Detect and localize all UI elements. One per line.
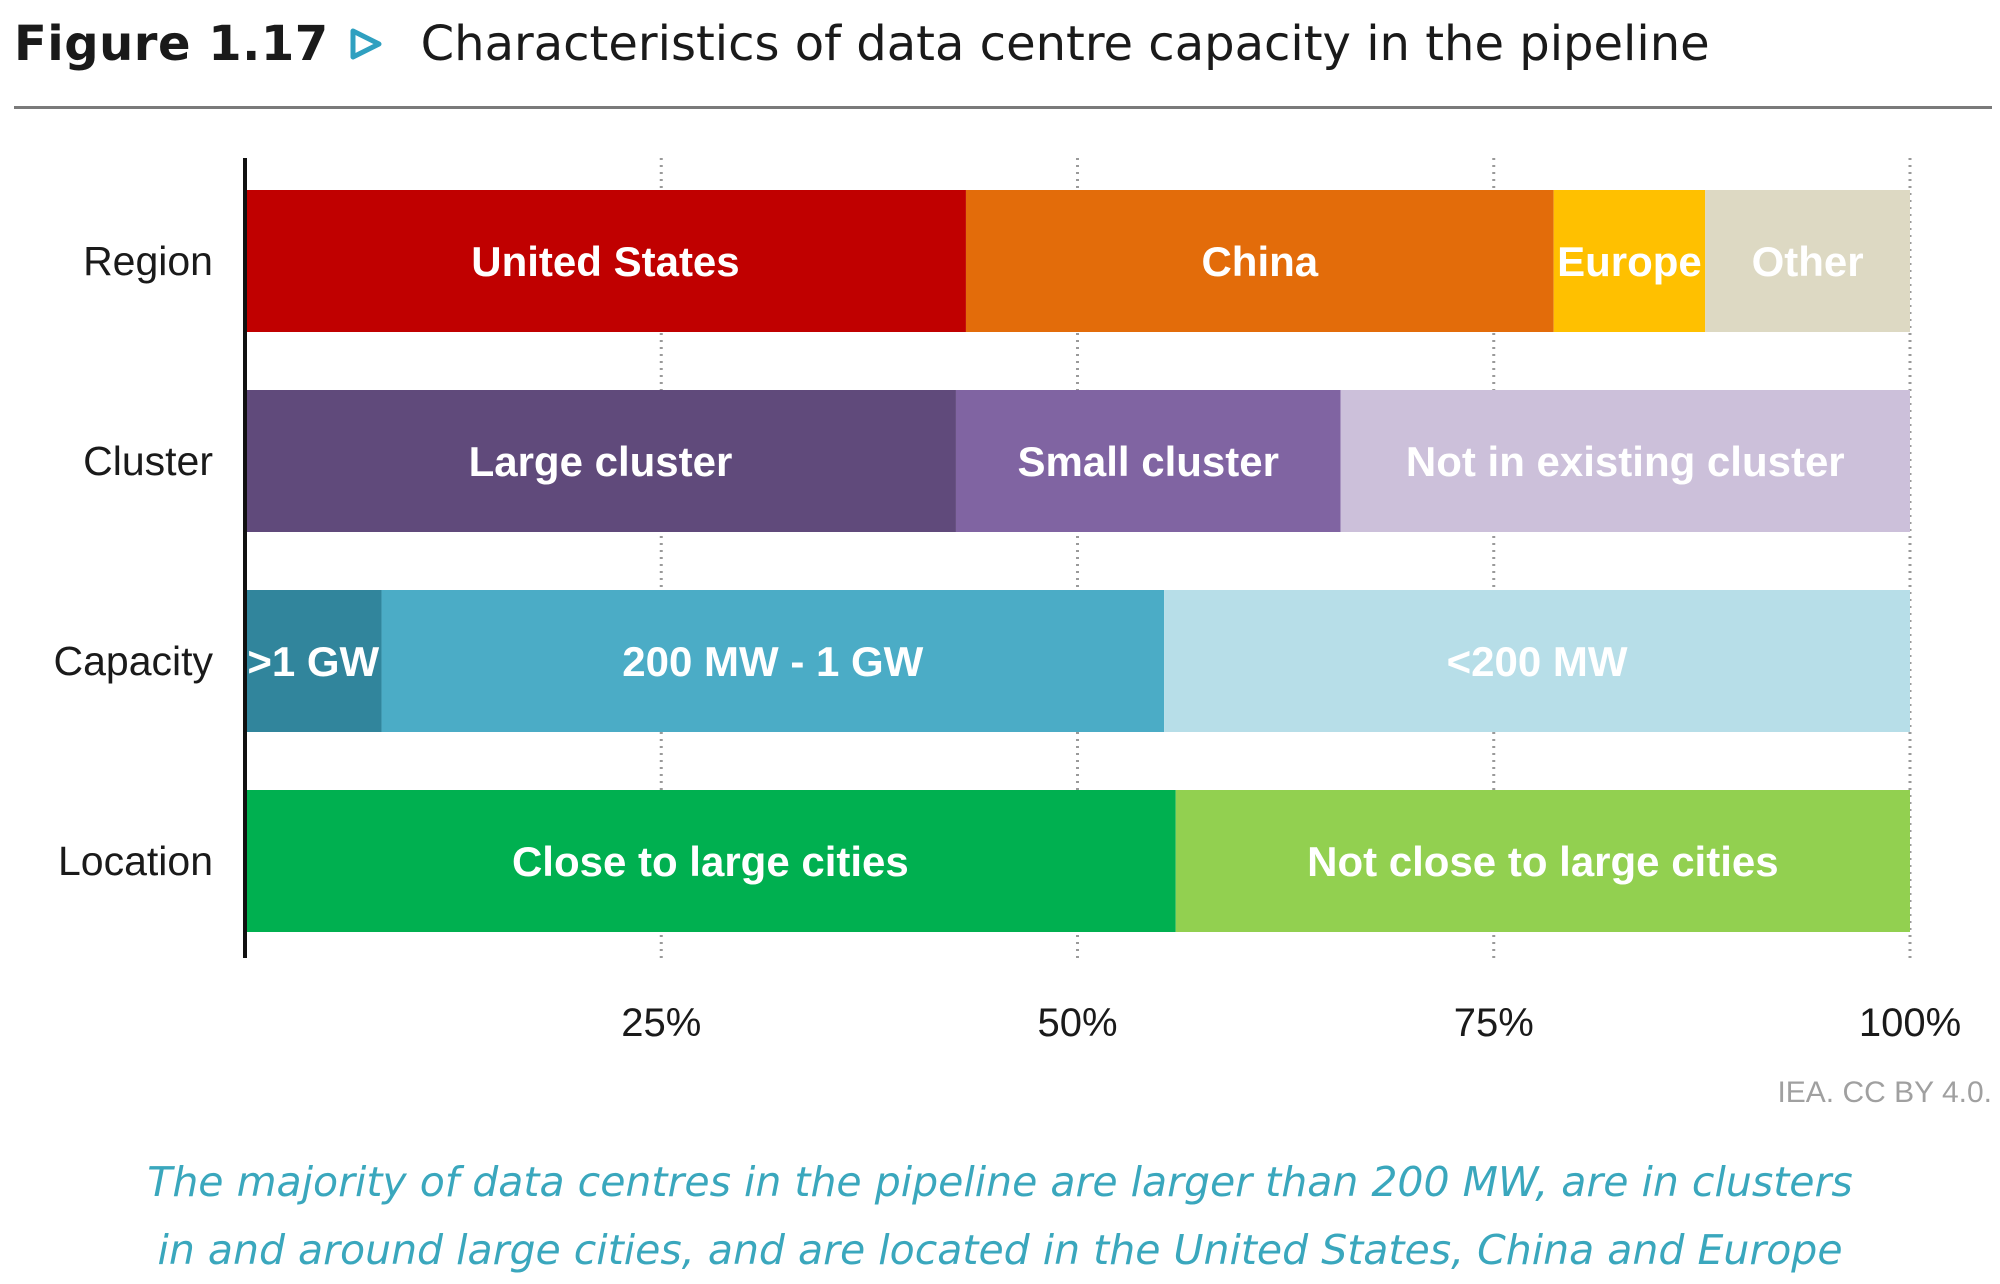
figure-title: Characteristics of data centre capacity … [420, 16, 1710, 72]
bar-segment [1164, 590, 1910, 732]
segment-label: <200 MW [1447, 638, 1628, 685]
bar-segment [245, 390, 956, 532]
x-tick-label: 25% [621, 1001, 701, 1045]
segment-label: 200 MW - 1 GW [622, 638, 923, 685]
bar-segment [245, 190, 966, 332]
x-tick-label: 50% [1037, 1001, 1117, 1045]
segment-label: Close to large cities [512, 838, 909, 885]
segment-label: Large cluster [469, 438, 733, 485]
bar-segment [1340, 390, 1910, 532]
bar-segment [381, 590, 1165, 732]
segment-label: Other [1752, 238, 1864, 285]
category-label: Region [83, 238, 213, 284]
x-tick-label: 100% [1859, 1001, 1961, 1045]
figure-caption: The majority of data centres in the pipe… [0, 1148, 2000, 1284]
caption-line-1: The majority of data centres in the pipe… [147, 1158, 1853, 1206]
segment-label: Europe [1557, 238, 1702, 285]
segment-label: China [1201, 238, 1318, 285]
bar-segment [245, 790, 1176, 932]
segment-label: Not close to large cities [1307, 838, 1778, 885]
figure-number: Figure 1.17 [14, 16, 329, 72]
stacked-bar-chart: 25% 50% 75% 100% Region United States China Eur… [53, 158, 1961, 1045]
bar-segment [245, 590, 382, 732]
category-label: Location [58, 838, 213, 884]
segment-label: United States [471, 238, 739, 285]
segment-label: >1 GW [247, 638, 379, 685]
source-credit: IEA. CC BY 4.0. [1777, 1076, 1992, 1109]
category-label: Cluster [83, 438, 213, 484]
header-rule [14, 106, 1992, 109]
x-tick-label: 75% [1454, 1001, 1534, 1045]
bar-segment [1175, 790, 1910, 932]
bar-segment [1705, 190, 1910, 332]
bar-segment [1553, 190, 1706, 332]
figure-header: Figure 1.17 Characteristics of data cent… [14, 14, 1710, 74]
caption-line-2: in and around large cities, and are loca… [157, 1226, 1843, 1274]
bar-segment [965, 190, 1554, 332]
category-label: Capacity [53, 638, 213, 684]
play-arrow-icon [350, 28, 382, 60]
segment-label: Not in existing cluster [1406, 438, 1845, 485]
segment-label: Small cluster [1018, 438, 1279, 485]
bar-segment [955, 390, 1341, 532]
